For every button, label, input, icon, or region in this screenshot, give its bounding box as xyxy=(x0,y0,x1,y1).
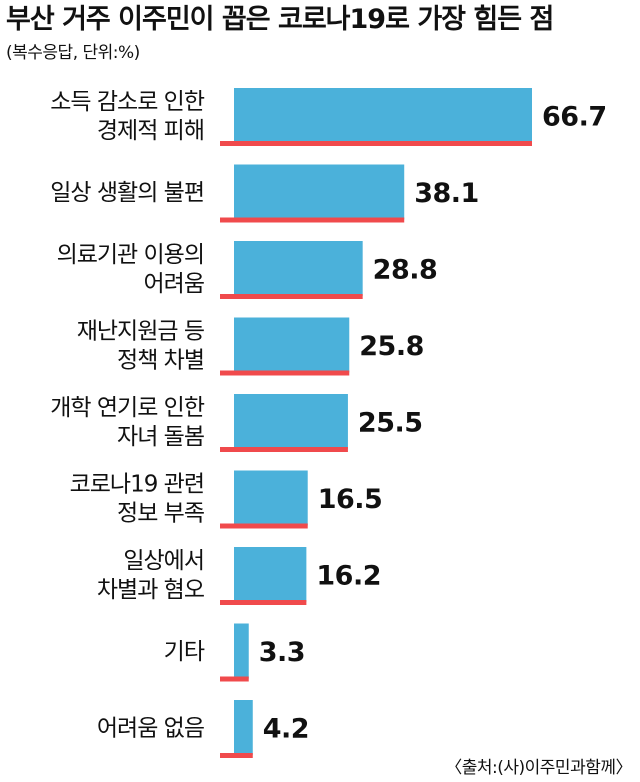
bar-baseline-8 xyxy=(220,753,253,758)
value-label-8: 4.2 xyxy=(263,714,309,745)
value-label-1: 38.1 xyxy=(414,178,479,209)
bar-1 xyxy=(234,164,405,220)
category-label-line: 의료기관 이용의 xyxy=(57,242,204,268)
category-label-line: 개학 연기로 인한 xyxy=(50,395,205,421)
chart-title: 부산 거주 이주민이 꼽은 코로나19로 가장 힘든 점 xyxy=(6,4,554,35)
bar-0 xyxy=(234,88,532,143)
bar-6 xyxy=(234,547,307,602)
category-label-line: 어려움 xyxy=(144,271,204,297)
bar-7 xyxy=(234,623,249,679)
category-label-line: 경제적 피해 xyxy=(97,118,204,144)
value-label-3: 25.8 xyxy=(359,331,424,362)
category-label-line: 코로나19 관련 xyxy=(70,472,204,498)
source-note: 〈출처:(사)이주민과함께〉 xyxy=(445,758,632,778)
value-label-2: 28.8 xyxy=(373,255,438,286)
category-label-line: 정보 부족 xyxy=(117,501,204,527)
category-label-line: 일상 생활의 불편 xyxy=(50,180,204,206)
category-label-7: 기타 xyxy=(164,639,205,665)
value-label-0: 66.7 xyxy=(542,102,607,133)
bar-3 xyxy=(234,317,350,373)
value-label-6: 16.2 xyxy=(316,561,381,592)
chart-subtitle: (복수응답, 단위:%) xyxy=(6,43,140,63)
bar-baseline-3 xyxy=(220,370,350,376)
bar-baseline-4 xyxy=(220,447,348,452)
bar-8 xyxy=(234,700,253,755)
category-label-line: 어려움 없음 xyxy=(97,716,204,742)
category-label-8: 어려움 없음 xyxy=(97,716,204,742)
category-label-line: 자녀 돌봄 xyxy=(117,424,204,450)
value-label-5: 16.5 xyxy=(318,484,383,515)
bar-baseline-2 xyxy=(220,294,363,299)
category-label-line: 정책 차별 xyxy=(117,348,204,374)
bar-baseline-1 xyxy=(220,217,405,223)
category-label-line: 일상에서 xyxy=(123,548,204,574)
category-label-line: 소득 감소로 인한 xyxy=(50,89,205,115)
bar-baseline-5 xyxy=(220,523,308,529)
category-label-line: 재난지원금 등 xyxy=(77,319,204,345)
value-label-7: 3.3 xyxy=(259,637,305,668)
bar-baseline-6 xyxy=(220,600,307,605)
bar-baseline-7 xyxy=(220,676,249,682)
bar-2 xyxy=(234,241,363,296)
value-label-4: 25.5 xyxy=(358,408,423,439)
bar-4 xyxy=(234,394,348,449)
category-label-line: 차별과 혐오 xyxy=(97,577,204,603)
bar-5 xyxy=(234,470,308,526)
bar-baseline-0 xyxy=(220,141,532,146)
category-label-1: 일상 생활의 불편 xyxy=(50,180,204,206)
category-label-line: 기타 xyxy=(164,639,205,665)
